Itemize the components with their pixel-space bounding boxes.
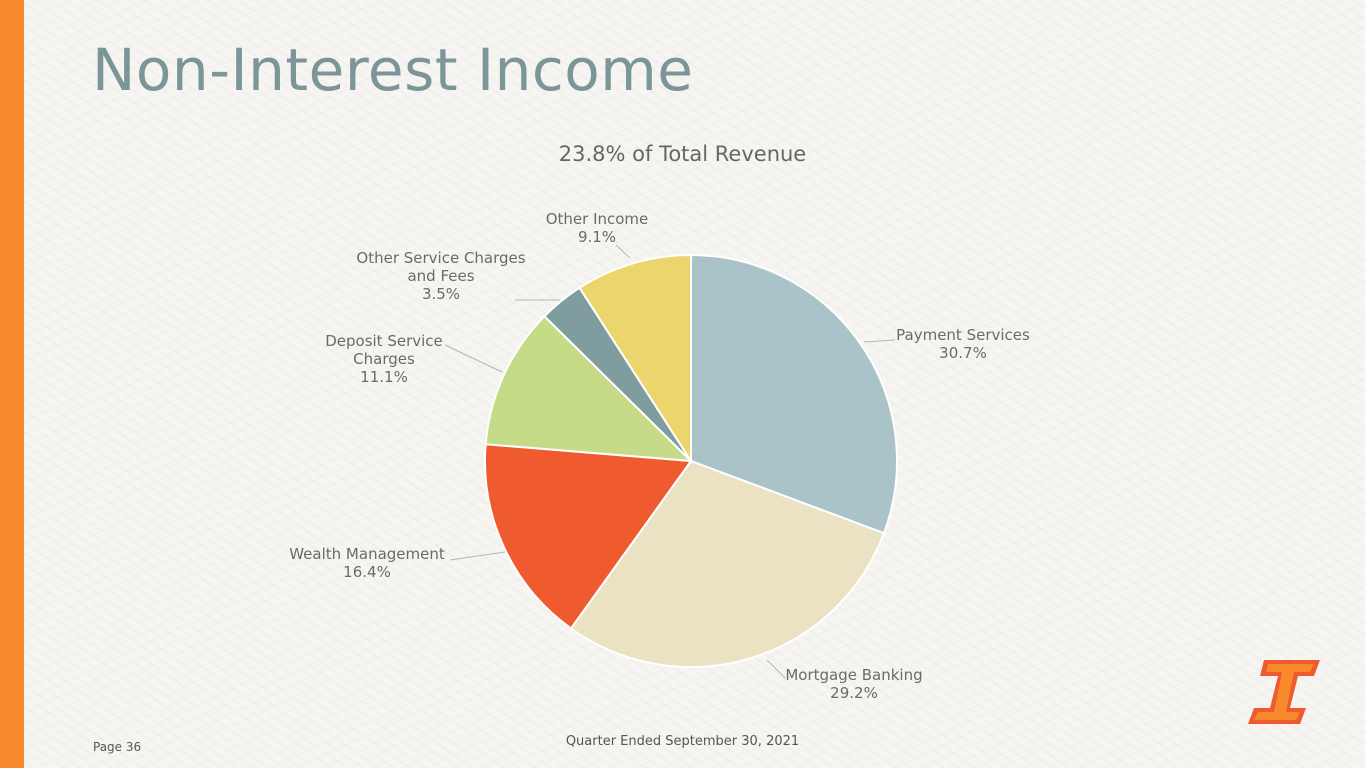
page-number: Page 36	[93, 740, 142, 754]
slide-title: Non-Interest Income	[92, 36, 694, 104]
pie-slice	[484, 314, 694, 463]
footer-date: Quarter Ended September 30, 2021	[565, 734, 800, 749]
accent-bar	[0, 0, 24, 768]
chart-title: 23.8% of Total Revenue	[558, 142, 807, 166]
slice-label: Wealth Management 16.4%	[289, 545, 445, 581]
leader-line	[444, 344, 503, 373]
leader-line	[615, 244, 631, 259]
leader-line	[863, 339, 896, 343]
pie-slice	[690, 253, 898, 535]
slice-label: Deposit Service Charges 11.1%	[325, 332, 443, 386]
pie-slice	[569, 459, 886, 668]
slice-label: Other Service Charges and Fees 3.5%	[356, 249, 525, 303]
brand-logo-icon	[1248, 660, 1320, 724]
pie-slice	[578, 253, 692, 465]
leader-line	[449, 551, 506, 561]
pie-slice	[484, 443, 693, 630]
leader-line	[766, 659, 786, 679]
slice-label: Mortgage Banking 29.2%	[785, 666, 922, 702]
slice-label: Payment Services 30.7%	[896, 326, 1030, 362]
slice-label: Other Income 9.1%	[546, 210, 649, 246]
